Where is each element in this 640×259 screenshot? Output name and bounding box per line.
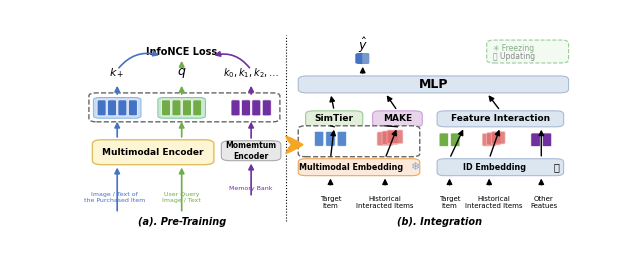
FancyBboxPatch shape (337, 131, 347, 146)
FancyBboxPatch shape (92, 140, 214, 165)
FancyBboxPatch shape (437, 111, 564, 127)
FancyBboxPatch shape (377, 132, 393, 146)
Text: Multimodal Embedding: Multimodal Embedding (300, 163, 404, 172)
FancyBboxPatch shape (326, 131, 335, 146)
FancyBboxPatch shape (298, 126, 420, 157)
FancyBboxPatch shape (298, 76, 568, 93)
FancyBboxPatch shape (491, 132, 505, 144)
FancyBboxPatch shape (221, 141, 281, 161)
Text: (a). Pre-Training: (a). Pre-Training (138, 217, 226, 227)
Text: ✳ Freezing: ✳ Freezing (493, 44, 534, 53)
FancyBboxPatch shape (231, 100, 240, 116)
Text: 🔥: 🔥 (553, 162, 559, 172)
FancyBboxPatch shape (531, 133, 540, 147)
Text: Historical
Interacted Items: Historical Interacted Items (356, 196, 414, 208)
FancyBboxPatch shape (486, 40, 568, 63)
Text: Target
Item: Target Item (320, 196, 341, 208)
FancyBboxPatch shape (483, 134, 496, 146)
Text: $k_0, k_1, k_2, \ldots$: $k_0, k_1, k_2, \ldots$ (223, 66, 280, 80)
FancyBboxPatch shape (172, 100, 181, 116)
Text: Multimodal Encoder: Multimodal Encoder (102, 148, 204, 157)
Text: $\hat{y}$: $\hat{y}$ (358, 36, 367, 55)
FancyBboxPatch shape (193, 100, 202, 116)
FancyBboxPatch shape (241, 100, 250, 116)
FancyBboxPatch shape (437, 159, 564, 176)
FancyBboxPatch shape (108, 100, 116, 116)
Text: ID Embedding: ID Embedding (463, 163, 526, 172)
Text: Feature Interaction: Feature Interaction (451, 114, 550, 123)
FancyBboxPatch shape (372, 111, 422, 127)
FancyBboxPatch shape (298, 159, 420, 176)
FancyBboxPatch shape (306, 111, 363, 127)
FancyBboxPatch shape (382, 131, 398, 145)
Text: MLP: MLP (419, 78, 448, 91)
Text: Momemtum
Encoder: Momemtum Encoder (225, 141, 276, 161)
Text: $q$: $q$ (177, 66, 186, 80)
FancyBboxPatch shape (486, 133, 500, 145)
Text: $k_+$: $k_+$ (109, 66, 125, 80)
Text: User Query
Image / Text: User Query Image / Text (163, 192, 201, 203)
FancyBboxPatch shape (158, 97, 205, 118)
Text: SimTier: SimTier (315, 114, 354, 123)
Text: InfoNCE Loss: InfoNCE Loss (146, 47, 217, 57)
FancyBboxPatch shape (182, 100, 191, 116)
Text: (b). Integration: (b). Integration (397, 217, 482, 227)
FancyBboxPatch shape (118, 100, 127, 116)
FancyBboxPatch shape (439, 133, 449, 147)
FancyBboxPatch shape (97, 100, 106, 116)
FancyBboxPatch shape (451, 133, 460, 147)
Text: Other
Featues: Other Featues (530, 196, 557, 208)
Text: MAKE: MAKE (383, 114, 412, 123)
FancyBboxPatch shape (252, 100, 260, 116)
FancyBboxPatch shape (161, 100, 170, 116)
FancyBboxPatch shape (542, 133, 552, 147)
Text: Memory Bank: Memory Bank (229, 186, 273, 191)
FancyBboxPatch shape (129, 100, 138, 116)
Text: Image / Text of
the Purchased Item: Image / Text of the Purchased Item (84, 192, 145, 203)
FancyBboxPatch shape (362, 53, 369, 64)
FancyBboxPatch shape (93, 97, 141, 118)
Text: ❄: ❄ (410, 162, 419, 172)
Text: 🔥 Updating: 🔥 Updating (493, 52, 535, 61)
Text: Target
Item: Target Item (439, 196, 460, 208)
FancyBboxPatch shape (314, 131, 324, 146)
FancyBboxPatch shape (89, 93, 280, 122)
FancyBboxPatch shape (355, 53, 369, 64)
FancyBboxPatch shape (262, 100, 271, 116)
FancyBboxPatch shape (387, 130, 403, 143)
Text: Historical
Interacted Items: Historical Interacted Items (465, 196, 523, 208)
